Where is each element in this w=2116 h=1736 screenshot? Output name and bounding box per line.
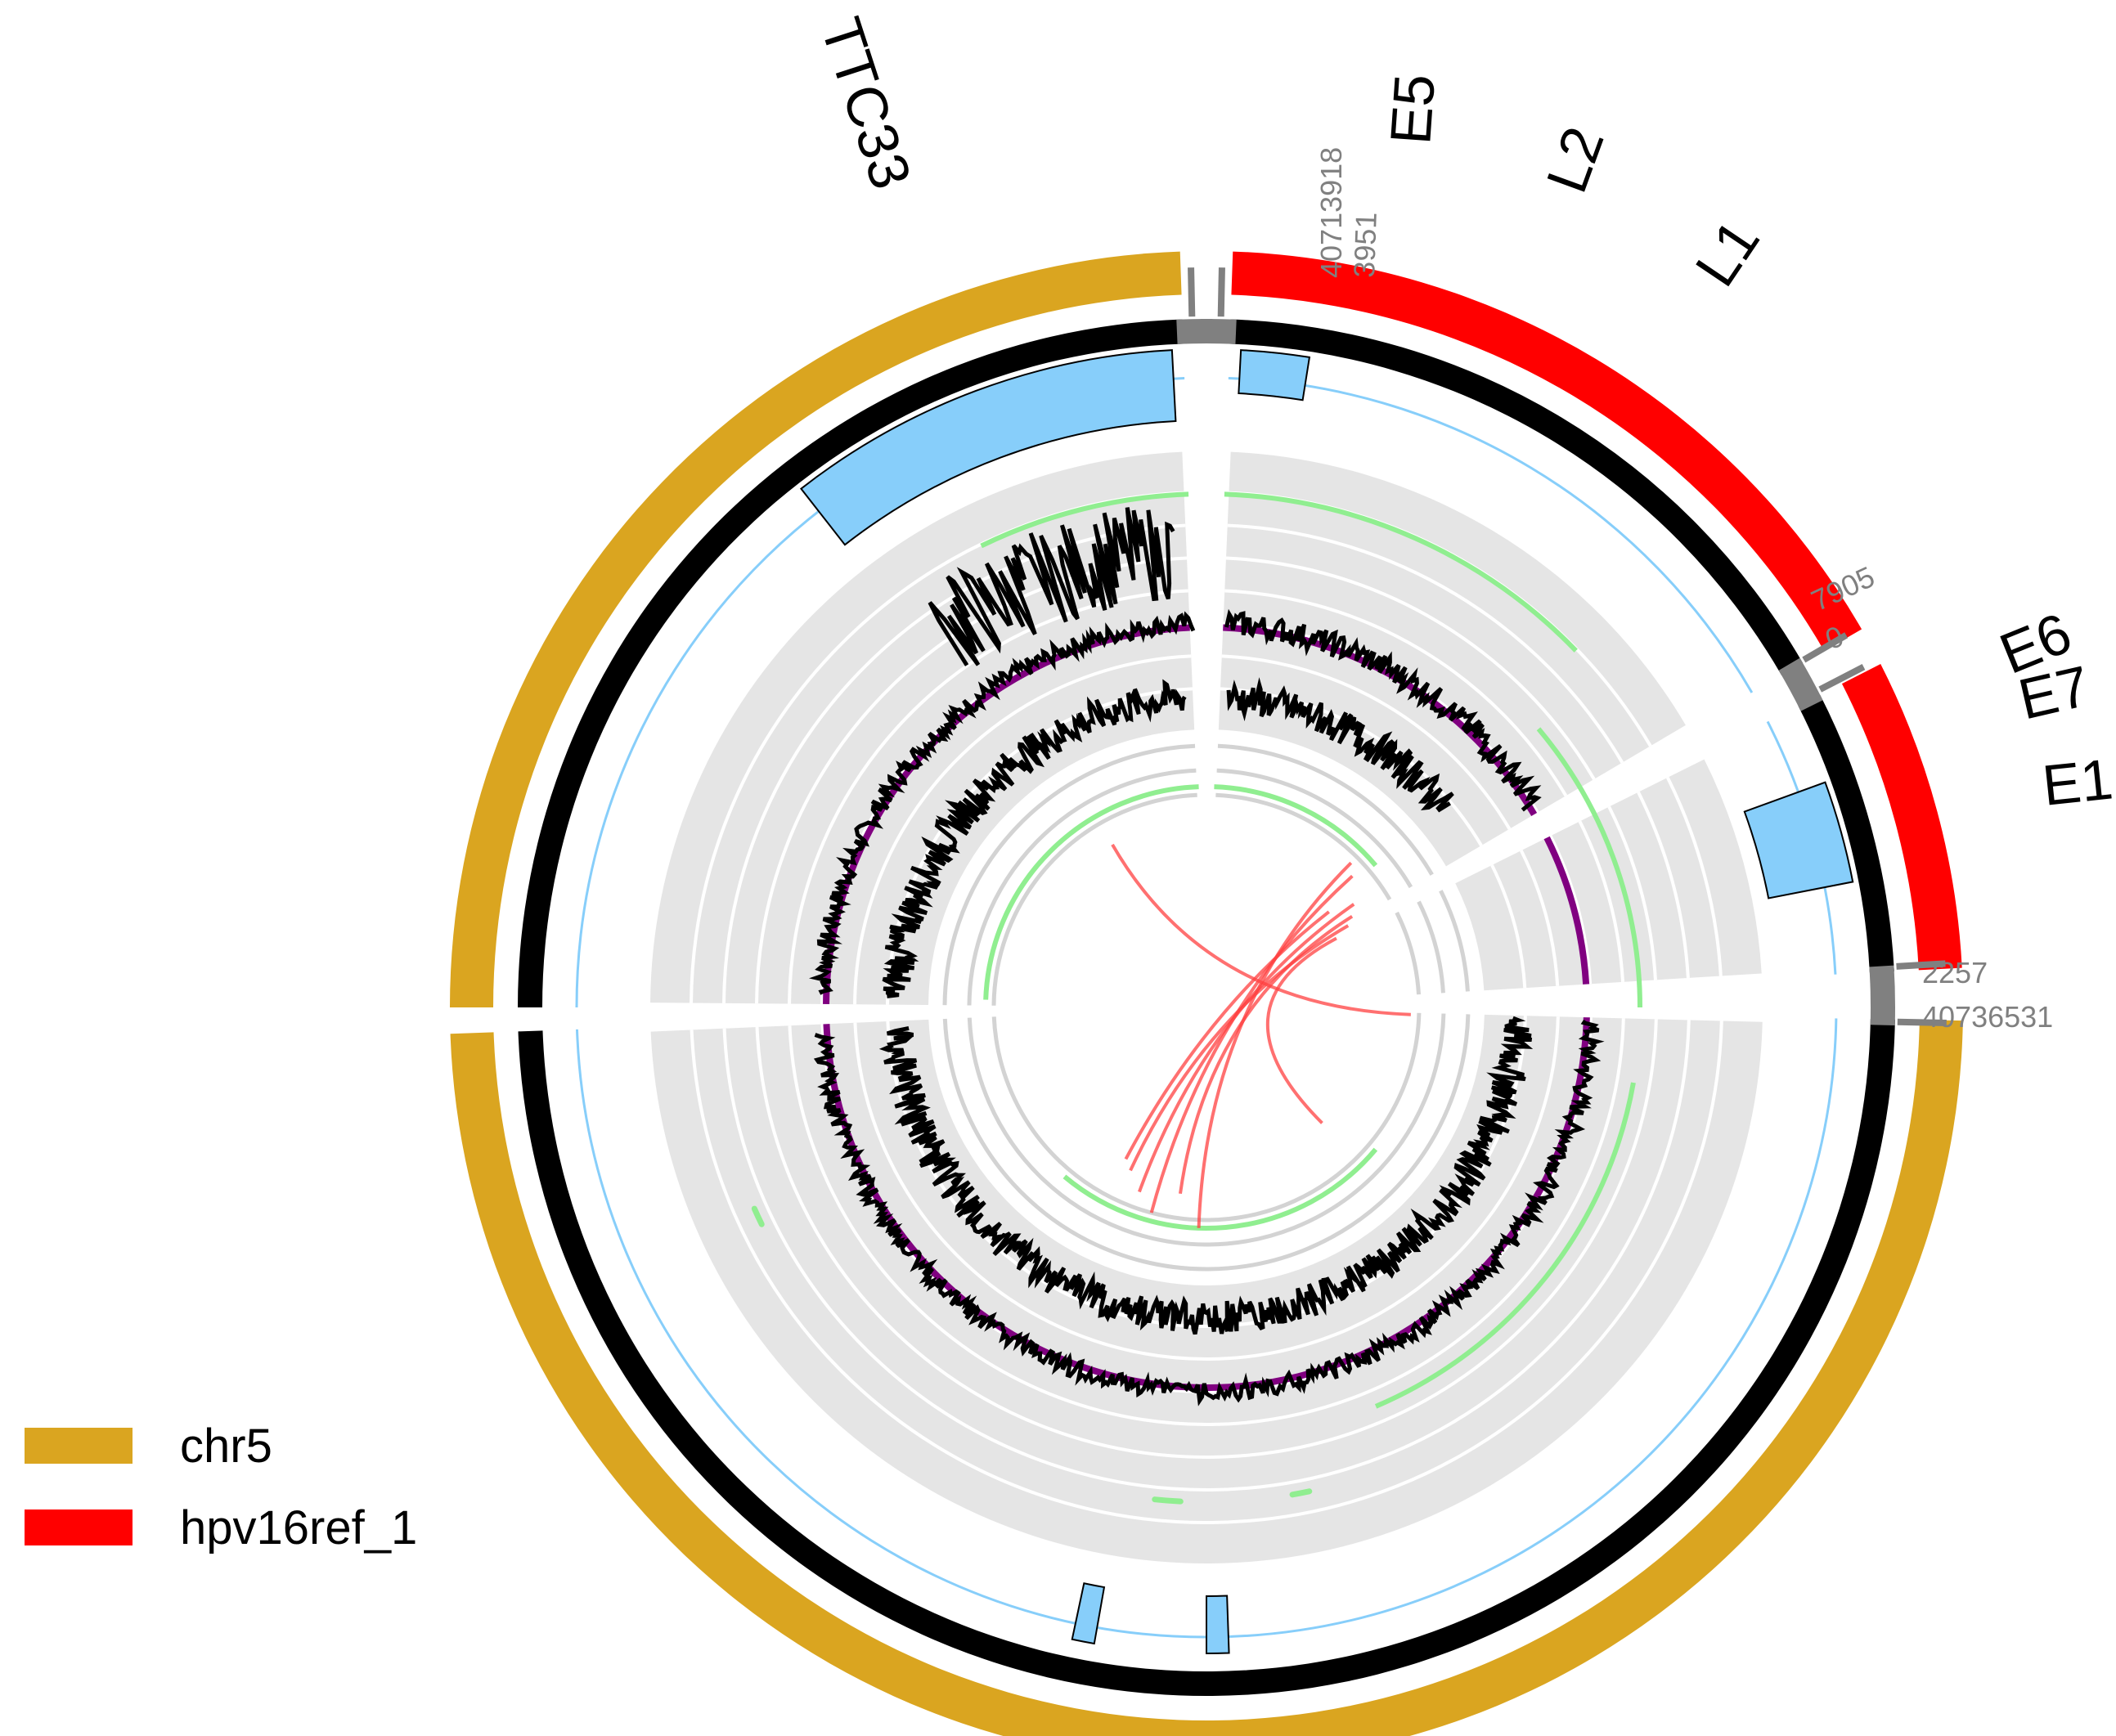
link-6 xyxy=(1265,936,1337,1124)
inner-ring-0-chr5-a xyxy=(991,792,1197,1006)
link-1 xyxy=(1129,924,1350,1172)
signal-outer-peak xyxy=(928,507,1175,666)
link-4 xyxy=(1149,874,1354,1213)
track-sep-3-hpv-a xyxy=(1224,589,1568,797)
gene-label-l2: L2 xyxy=(1534,119,1616,200)
tick-mark-1 xyxy=(1217,267,1225,317)
track-sep-6-chr5-b xyxy=(690,1021,1723,1524)
green-track-1 xyxy=(1224,491,1578,653)
junction-1 xyxy=(1200,319,1237,344)
exon-block-0 xyxy=(799,349,1177,546)
gene-label-l1: L1 xyxy=(1683,209,1772,297)
green-track-6 xyxy=(1062,1147,1378,1231)
tick-mark-4 xyxy=(1896,960,1946,970)
inner-ring-0-hpv-a xyxy=(1215,792,1392,901)
link-0 xyxy=(1111,843,1411,1016)
legend-label-hpv16ref: hpv16ref_1 xyxy=(180,1500,418,1554)
exon-block-4 xyxy=(1071,1582,1106,1645)
signal-outer-chr5-a xyxy=(808,611,1196,995)
track-sep-1-hpv-a xyxy=(1221,654,1512,830)
ideogram-hpv-b xyxy=(1841,664,1962,971)
track-sep-5-hpv-b xyxy=(1637,791,1690,979)
tick-mark-2 xyxy=(1802,632,1849,663)
track-sep-6-hpv-b xyxy=(1666,777,1723,976)
legend-item-chr5: chr5 xyxy=(25,1420,272,1473)
inner-ring-0-chr5-b xyxy=(991,1012,1422,1222)
gene-bar-hpv-b xyxy=(1798,694,1894,973)
inner-ring-2-hpv-b xyxy=(1439,890,1470,992)
green-dot-0 xyxy=(751,1205,765,1227)
inner-ring-1-hpv-b xyxy=(1417,900,1445,994)
signal-outer-hpv xyxy=(1224,608,1542,812)
green-track-5 xyxy=(1214,784,1378,868)
exon-block-2 xyxy=(1743,781,1854,899)
signal-outer-chr5-b xyxy=(813,1019,1605,1406)
signal-inner-chr5-b xyxy=(878,1016,1534,1335)
tick-label-hpv-2257: 2257 xyxy=(1922,956,1988,989)
legend-item-hpv16ref: hpv16ref_1 xyxy=(25,1501,417,1554)
gene-label-e7: E7 xyxy=(2013,653,2096,731)
track-sep-1-chr5-b xyxy=(853,1016,1560,1361)
signal-inner-hpv xyxy=(1226,677,1454,813)
exon-block-1 xyxy=(1238,349,1311,401)
signal-inner-chr5-a xyxy=(882,679,1187,998)
tick-label-chr5-end: 40736531 xyxy=(1922,1000,2053,1034)
ideogram-chr5-a xyxy=(450,251,1182,1007)
green-track-4 xyxy=(983,784,1199,1000)
green-track-0 xyxy=(980,491,1189,549)
inner-ring-1-hpv-a xyxy=(1216,768,1413,889)
tick-label-chr5-start: 40713918 xyxy=(1314,147,1348,278)
track-sep-3-hpv-b xyxy=(1578,820,1625,982)
green-dot-2 xyxy=(1289,1488,1313,1498)
junction-2 xyxy=(1778,657,1823,711)
track-sep-1-hpv-b xyxy=(1520,850,1560,986)
inner-ring-2-chr5-a xyxy=(942,743,1196,1006)
track-sep-1-chr5-a xyxy=(853,654,1192,1005)
track-bg-chr5-b xyxy=(650,1014,1763,1564)
gene-label-e1: E1 xyxy=(2039,747,2115,818)
gene-label-e5: E5 xyxy=(1378,72,1447,146)
tick-mark-5 xyxy=(1897,1018,1947,1026)
green-dot-1 xyxy=(1152,1496,1184,1505)
green-track-3 xyxy=(1374,1082,1636,1409)
gene-label-ttc33: TTC33 xyxy=(809,11,923,197)
inner-ring-1-chr5-b xyxy=(967,1013,1446,1247)
track-sep-4-hpv-b xyxy=(1607,805,1657,980)
inner-ring-2-hpv-a xyxy=(1217,743,1434,876)
baseline-hpv-b xyxy=(1543,836,1590,985)
legend-label-chr5: chr5 xyxy=(180,1419,272,1473)
circos-links xyxy=(1111,843,1411,1228)
junction-3 xyxy=(1869,965,1895,1026)
track-sep-0-hpv-b xyxy=(1490,864,1527,989)
green-track-2 xyxy=(1536,727,1642,1008)
exon-baseline-hpv-0 xyxy=(1228,376,1754,693)
circos-tracks xyxy=(450,251,1963,1736)
tick-mark-3 xyxy=(1818,663,1866,693)
track-bg-hpv-a xyxy=(1218,451,1686,867)
inner-ring-2-chr5-b xyxy=(942,1014,1471,1272)
exon-block-3 xyxy=(1206,1595,1230,1655)
link-3 xyxy=(1124,910,1330,1160)
track-sep-5-chr5-b xyxy=(722,1020,1691,1492)
track-sep-2-hpv-b xyxy=(1548,835,1593,985)
track-sep-4-chr5-b xyxy=(755,1019,1658,1459)
baseline-chr5-b xyxy=(823,1017,1590,1392)
inner-ring-0-hpv-b xyxy=(1395,911,1422,995)
legend-swatch-hpv16ref xyxy=(25,1509,133,1545)
inner-ring-1-chr5-a xyxy=(967,768,1197,1006)
track-sep-3-chr5-b xyxy=(788,1018,1625,1427)
legend-swatch-chr5 xyxy=(25,1428,133,1464)
link-5 xyxy=(1179,915,1354,1195)
track-sep-5-hpv-a xyxy=(1227,523,1624,764)
track-sep-4-hpv-a xyxy=(1225,556,1596,780)
tick-label-hpv-3951: 3951 xyxy=(1347,212,1383,278)
tick-mark-0 xyxy=(1188,267,1196,317)
link-7 xyxy=(1197,861,1353,1228)
ideogram-hpv-a xyxy=(1231,251,1862,651)
